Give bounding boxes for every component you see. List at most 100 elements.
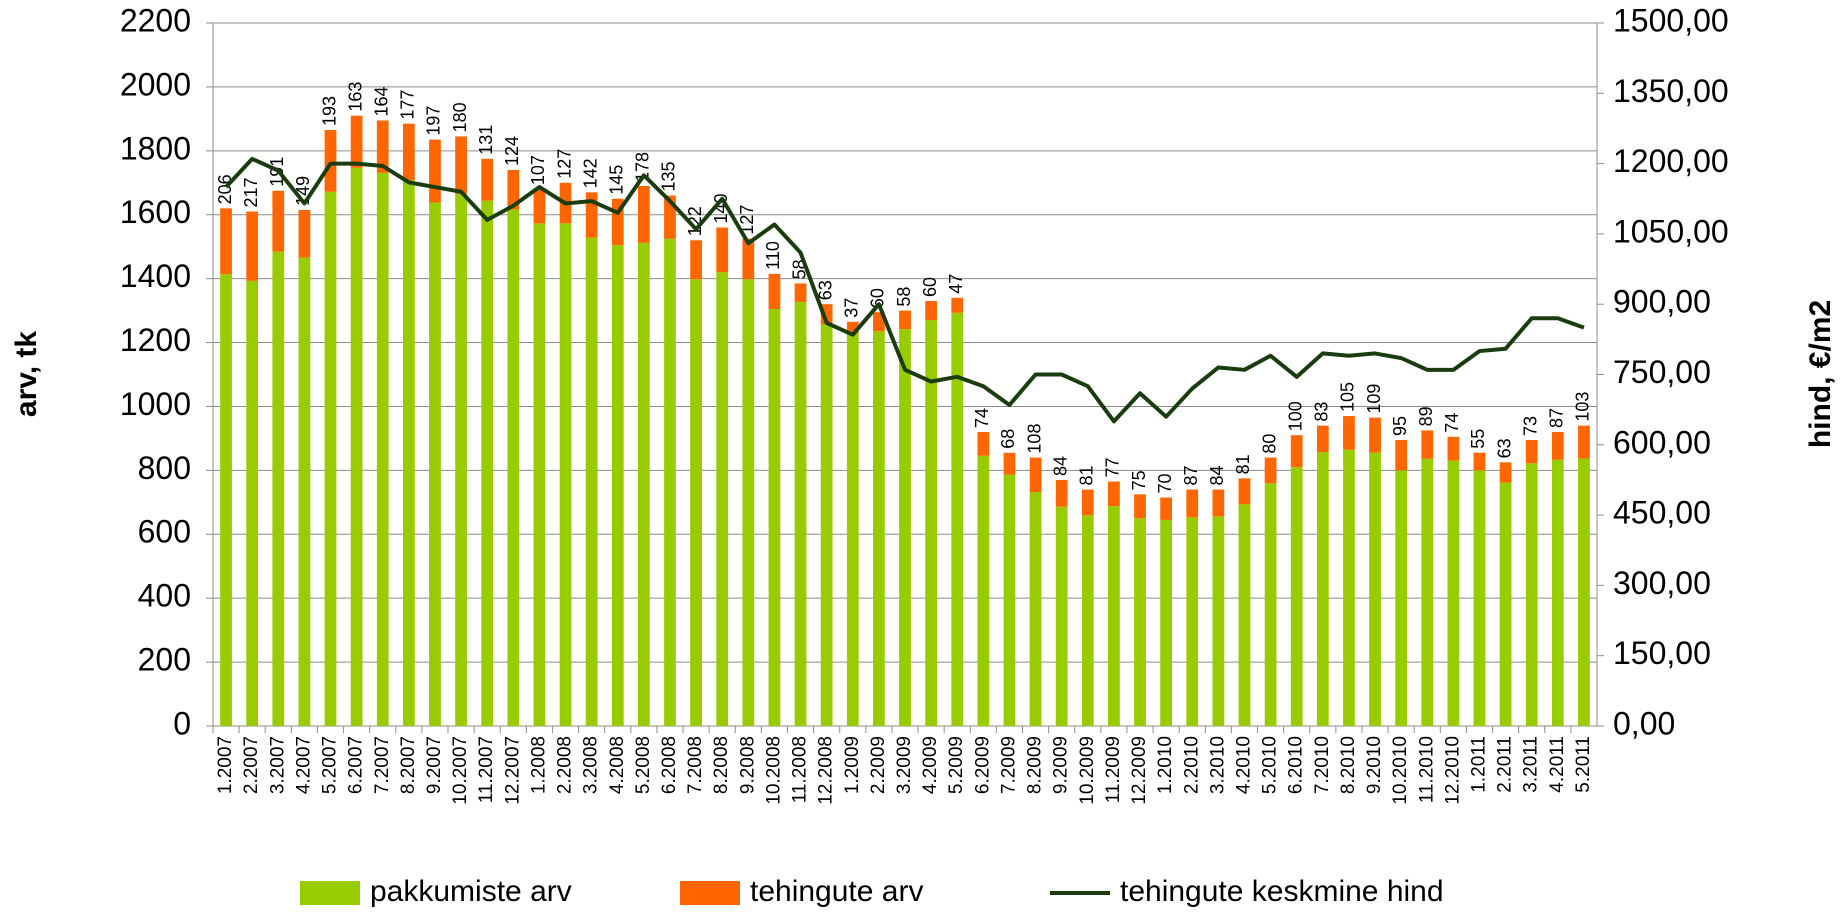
data-label: 135 <box>659 162 679 192</box>
y-axis-title: arv, tk <box>10 331 43 417</box>
y2-tick-label: 1050,00 <box>1613 213 1729 249</box>
bar-segment <box>1212 489 1225 517</box>
data-label: 80 <box>1259 434 1279 454</box>
bar-segment <box>899 310 911 330</box>
data-label: 63 <box>815 280 835 300</box>
data-label: 127 <box>737 205 757 235</box>
x-tick-label: 11.2010 <box>1416 736 1437 803</box>
y-tick-label: 1000 <box>120 386 191 422</box>
bar-segment <box>637 185 650 243</box>
x-tick-label: 9.2008 <box>737 736 758 794</box>
bar-segment <box>873 312 885 332</box>
x-tick-label: 11.2009 <box>1103 736 1124 803</box>
data-label: 124 <box>502 136 522 166</box>
data-label: 87 <box>1547 408 1567 428</box>
x-tick-label: 9.2007 <box>424 736 445 794</box>
data-label: 95 <box>1390 416 1410 436</box>
legend-label: tehingute keskmine hind <box>1120 875 1444 908</box>
bar-segment <box>1473 470 1486 726</box>
y2-tick-label: 150,00 <box>1613 635 1711 671</box>
y2-tick-label: 900,00 <box>1613 284 1711 320</box>
data-label: 55 <box>1468 429 1488 449</box>
x-tick-label: 10.2010 <box>1390 736 1411 805</box>
bar-segment <box>637 242 650 726</box>
bar-segment <box>1055 506 1068 726</box>
y-tick-label: 1200 <box>120 322 191 358</box>
legend-swatch <box>300 881 360 905</box>
y-tick-label: 400 <box>138 578 191 614</box>
bar-segment <box>376 172 389 726</box>
bar-segment <box>1447 436 1460 461</box>
x-tick-label: 11.2007 <box>476 736 497 803</box>
y-tick-label: 600 <box>138 514 191 550</box>
bar-segment <box>1421 458 1434 726</box>
bar-segment <box>1578 458 1590 726</box>
bar-segment <box>951 297 964 313</box>
x-tick-label: 3.2010 <box>1207 736 1228 794</box>
data-label: 74 <box>972 408 992 428</box>
x-tick-label: 4.2007 <box>293 736 314 794</box>
bar-segment <box>1134 518 1146 726</box>
data-label: 84 <box>1207 466 1227 486</box>
y2-tick-label: 450,00 <box>1613 495 1711 531</box>
line-series <box>224 156 1585 424</box>
bar-segment <box>1081 489 1094 516</box>
data-label: 140 <box>711 193 731 223</box>
x-tick-label: 5.2011 <box>1573 736 1594 793</box>
bar-segment <box>977 432 990 456</box>
bar-segment <box>899 329 911 726</box>
x-tick-label: 12.2009 <box>1129 736 1150 805</box>
bar-segment <box>690 240 702 280</box>
bar-segment <box>1264 457 1277 484</box>
x-tick-label: 2.2009 <box>868 736 889 794</box>
data-label: 127 <box>554 149 574 179</box>
x-tick-label: 8.2009 <box>1025 736 1046 794</box>
y2-tick-label: 1350,00 <box>1613 73 1729 109</box>
x-tick-label: 8.2008 <box>711 736 732 794</box>
y-tick-label: 1600 <box>120 194 191 230</box>
y-tick-label: 2200 <box>120 2 191 38</box>
bar-segment <box>925 301 937 321</box>
bar-segment <box>664 195 676 239</box>
data-label: 193 <box>319 96 339 126</box>
data-label: 164 <box>371 86 391 116</box>
bar-segment <box>429 202 441 727</box>
bar-segment <box>1003 452 1016 475</box>
bar-segment <box>1421 430 1434 459</box>
bar-segment <box>246 211 259 281</box>
bar-segment <box>350 115 363 168</box>
data-label: 68 <box>998 429 1018 449</box>
x-tick-label: 6.2009 <box>972 736 993 794</box>
y2-tick-label: 600,00 <box>1613 424 1711 460</box>
legend-label: pakkumiste arv <box>370 875 572 908</box>
bar-segment <box>1343 449 1355 726</box>
y-tick-label: 0 <box>173 705 191 741</box>
x-tick-label: 2.2008 <box>555 736 576 794</box>
bar-segment <box>455 136 467 194</box>
x-tick-label: 2.2011 <box>1495 736 1516 793</box>
bar-segment <box>1238 478 1251 505</box>
data-label: 60 <box>868 288 888 308</box>
x-tick-label: 2.2007 <box>241 736 262 794</box>
data-label: 89 <box>1416 406 1436 426</box>
x-tick-label: 12.2010 <box>1442 736 1463 805</box>
bar-segment <box>1160 497 1173 520</box>
bar-segment <box>1081 515 1094 726</box>
y-tick-label: 1800 <box>120 130 191 166</box>
bar-segment <box>742 279 755 726</box>
x-tick-label: 5.2010 <box>1260 736 1281 794</box>
bar-segment <box>925 320 937 726</box>
bar-segment <box>402 180 415 726</box>
bar-segment <box>977 455 990 726</box>
data-label: 197 <box>424 106 444 136</box>
bar-segment <box>1160 519 1173 726</box>
data-label: 180 <box>450 102 470 132</box>
data-label: 87 <box>1181 466 1201 486</box>
bar-segment <box>742 238 755 280</box>
x-tick-label: 7.2008 <box>685 736 706 794</box>
bar-segment <box>1055 479 1068 507</box>
bar-segment <box>820 324 833 726</box>
data-label: 73 <box>1520 416 1540 436</box>
bar-segment <box>1343 416 1355 450</box>
data-label: 105 <box>1338 382 1358 412</box>
